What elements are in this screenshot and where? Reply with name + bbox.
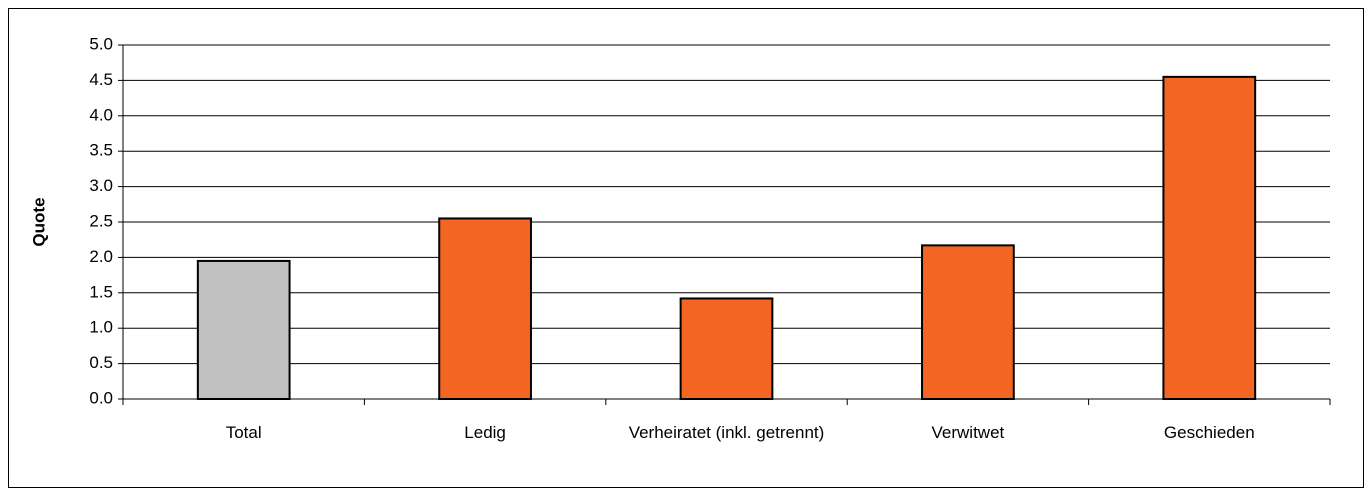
y-tick-label: 1.0 xyxy=(89,318,113,337)
y-tick-label: 4.5 xyxy=(89,70,113,89)
y-tick-label: 0.5 xyxy=(89,353,113,372)
y-tick-label: 3.0 xyxy=(89,176,113,195)
y-tick-label: 3.5 xyxy=(89,141,113,160)
y-tick-label: 4.0 xyxy=(89,105,113,124)
bar xyxy=(1162,75,1257,401)
x-tick-label: Verwitwet xyxy=(931,423,1005,442)
bar xyxy=(196,259,291,400)
y-tick-label: 2.0 xyxy=(89,247,113,266)
x-tick-label: Geschieden xyxy=(1163,423,1255,442)
bar xyxy=(921,244,1015,400)
x-tick-label: Verheiratet (inkl. getrennt) xyxy=(628,423,825,442)
bar xyxy=(679,297,774,400)
y-tick-label: 5.0 xyxy=(89,34,113,53)
chart-border xyxy=(8,8,1364,488)
y-tick-label: 0.0 xyxy=(89,388,113,407)
y-axis-label: Quote xyxy=(29,197,48,246)
y-tick-label: 1.5 xyxy=(89,282,113,301)
x-tick-label: Ledig xyxy=(464,423,506,442)
x-tick-label: Total xyxy=(225,423,262,442)
y-tick-label: 2.5 xyxy=(89,211,113,230)
bar xyxy=(438,217,532,400)
